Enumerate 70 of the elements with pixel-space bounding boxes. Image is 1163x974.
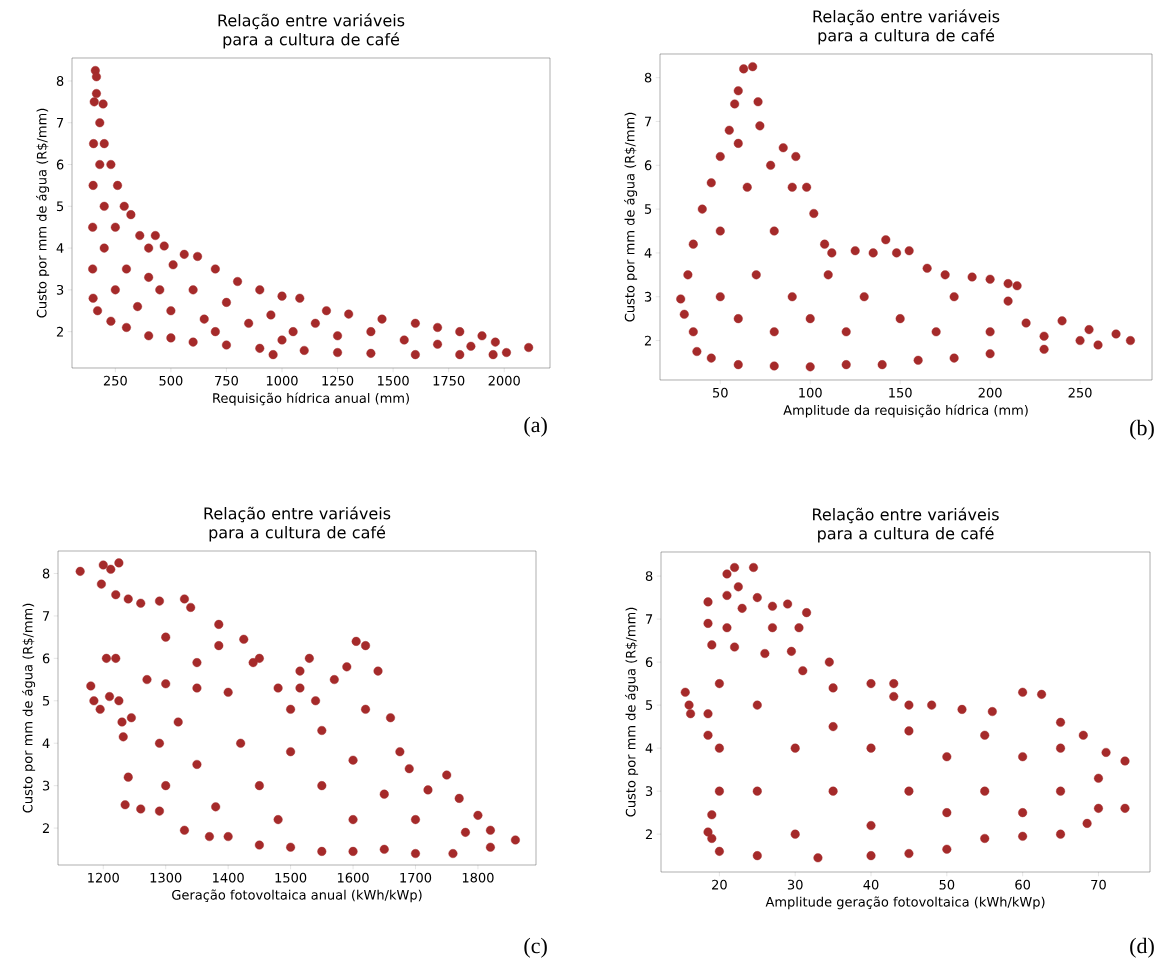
- x-tick-label: 1600: [337, 872, 369, 883]
- x-tick-label: 1300: [150, 872, 182, 883]
- x-tick-label: 100: [799, 387, 822, 398]
- y-axis-title: Custo por mm de água (R$/mm): [625, 607, 639, 817]
- chart-title: Relação entre variáveis para a cultura de café: [204, 506, 391, 542]
- chart-title: Relação entre variáveis para a cultura de café: [813, 507, 999, 543]
- x-tick-label: 250: [1068, 387, 1092, 398]
- x-tick-label: 200: [978, 387, 1002, 398]
- x-tick-label: 50: [713, 387, 728, 398]
- x-tick-label: 1800: [462, 872, 494, 883]
- y-tick-label: 7: [57, 118, 64, 128]
- y-tick-label: 3: [644, 291, 652, 302]
- x-tick-label: 500: [159, 375, 183, 386]
- x-axis-title: Amplitude geração fotovoltaica (kWh/kWp): [765, 896, 1045, 910]
- y-tick-label: 8: [42, 568, 50, 579]
- x-tick-label: 40: [863, 879, 879, 890]
- x-tick-label: 1400: [213, 872, 244, 883]
- y-tick-label: 4: [42, 738, 50, 748]
- y-tick-label: 6: [42, 653, 50, 664]
- x-tick-label: 30: [787, 879, 803, 890]
- y-tick-label: 7: [43, 611, 50, 621]
- x-tick-label: 1250: [322, 375, 354, 386]
- y-tick-label: 3: [42, 780, 50, 791]
- chart-title: Relação entre variáveis para a cultura de café: [218, 13, 405, 49]
- x-axis-title: Geração fotovoltaica anual (kWh/kWp): [172, 889, 422, 903]
- y-axis-title: Custo por mm de água (R$/mm): [624, 112, 638, 322]
- y-axis-title: Custo por mm de água (R$/mm): [36, 108, 50, 318]
- y-tick-label: 4: [56, 243, 64, 253]
- y-tick-label: 8: [645, 571, 653, 581]
- y-tick-label: 3: [56, 284, 64, 295]
- text: (c): [524, 937, 547, 958]
- x-tick-label: 70: [1091, 879, 1106, 890]
- y-axis-title: Custo por mm de água (R$/mm): [22, 603, 36, 813]
- y-tick-label: 2: [56, 326, 63, 337]
- x-tick-label: 1000: [266, 375, 298, 386]
- x-tick-label: 50: [939, 879, 955, 890]
- y-tick-label: 8: [644, 72, 652, 83]
- text: (a): [524, 416, 547, 437]
- y-tick-label: 7: [646, 614, 653, 624]
- y-tick-label: 2: [644, 335, 651, 346]
- text: (b): [1130, 419, 1154, 440]
- x-tick-label: 250: [103, 375, 127, 386]
- x-tick-label: 60: [1015, 879, 1031, 890]
- x-tick-label: 750: [215, 375, 238, 386]
- text: (d): [1130, 937, 1154, 958]
- y-tick-label: 5: [42, 695, 50, 706]
- x-tick-label: 1200: [88, 872, 119, 883]
- x-tick-label: 1700: [400, 872, 432, 883]
- x-tick-label: 150: [889, 387, 912, 398]
- y-tick-label: 2: [42, 823, 49, 833]
- x-axis-title: Amplitude da requisição hídrica (mm): [783, 404, 1028, 418]
- y-tick-label: 7: [645, 116, 652, 127]
- y-tick-label: 6: [645, 657, 653, 668]
- y-tick-label: 4: [645, 743, 653, 753]
- y-tick-label: 6: [56, 159, 64, 170]
- x-axis-title: Requisição hídrica anual (mm): [213, 392, 409, 406]
- x-tick-label: 1500: [377, 375, 409, 386]
- y-tick-label: 6: [644, 160, 652, 171]
- y-tick-label: 8: [56, 76, 64, 86]
- x-tick-label: 20: [712, 879, 727, 890]
- y-tick-label: 5: [56, 201, 64, 212]
- y-tick-label: 4: [644, 248, 652, 258]
- x-tick-label: 1750: [433, 375, 465, 386]
- y-tick-label: 5: [645, 700, 653, 710]
- y-tick-label: 5: [644, 204, 652, 214]
- y-tick-label: 3: [645, 786, 653, 797]
- chart-title: Relação entre variáveis para a cultura de café: [813, 9, 1000, 45]
- x-tick-label: 2000: [488, 375, 520, 386]
- y-tick-label: 2: [645, 829, 652, 839]
- x-tick-label: 1500: [275, 872, 307, 883]
